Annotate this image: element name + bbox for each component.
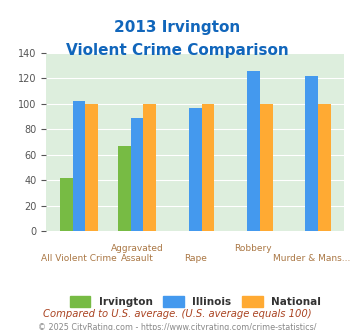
Bar [72, 101, 85, 231]
Legend: Irvington, Illinois, National: Irvington, Illinois, National [65, 292, 325, 311]
Bar [247, 71, 260, 231]
Text: Robbery: Robbery [235, 244, 272, 253]
Text: Rape: Rape [184, 254, 207, 263]
Bar [131, 118, 143, 231]
Text: Aggravated: Aggravated [111, 244, 163, 253]
Bar [202, 104, 214, 231]
Text: Murder & Mans...: Murder & Mans... [273, 254, 350, 263]
Text: Violent Crime Comparison: Violent Crime Comparison [66, 43, 289, 58]
Bar [60, 178, 72, 231]
Text: Compared to U.S. average. (U.S. average equals 100): Compared to U.S. average. (U.S. average … [43, 309, 312, 318]
Bar [189, 108, 202, 231]
Bar [118, 146, 131, 231]
Text: 2013 Irvington: 2013 Irvington [114, 20, 241, 35]
Text: © 2025 CityRating.com - https://www.cityrating.com/crime-statistics/: © 2025 CityRating.com - https://www.city… [38, 323, 317, 330]
Bar [260, 104, 273, 231]
Text: Assault: Assault [121, 254, 153, 263]
Bar [85, 104, 98, 231]
Bar [143, 104, 156, 231]
Bar [318, 104, 331, 231]
Bar [305, 76, 318, 231]
Text: All Violent Crime: All Violent Crime [41, 254, 117, 263]
